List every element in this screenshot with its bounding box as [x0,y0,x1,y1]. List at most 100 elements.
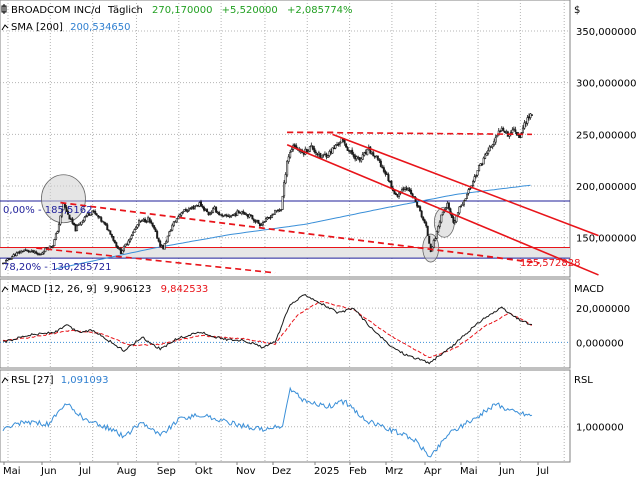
candle-body [452,217,455,223]
candle-body [425,222,428,227]
candle-body [360,158,363,162]
candle-body [190,206,193,209]
candle-body [499,130,502,133]
candle-body [201,205,204,208]
candle-body [224,214,227,216]
candle-body [198,202,201,207]
candle-body [180,212,183,216]
candle-body [473,176,476,182]
candle-body [286,160,289,176]
candle-body [491,144,494,148]
candle-body [529,113,532,118]
candle-body [44,247,47,252]
candle-body [107,229,110,232]
candle-body [450,214,453,218]
candle-body [32,250,35,253]
price-overlays [0,174,570,270]
candle-body [168,231,171,236]
x-tick-label: Jul [536,466,549,477]
candle-body [166,235,169,243]
rsl-tick-label: 1,000000 [576,423,624,434]
candle-body [77,224,80,226]
x-tick-label: Aug [117,466,137,477]
candle-body [475,175,478,177]
x-tick-label: Sep [157,466,176,477]
candle-body [407,188,410,191]
candle-body [159,240,162,247]
candle-body [233,213,236,216]
highlight-circle [41,174,86,224]
candle-body [221,214,224,217]
candle-body [307,150,310,153]
candle-body [405,187,408,191]
candle-body [71,218,74,224]
candle-body [505,132,508,134]
candle-legend-icon [1,4,7,14]
candle-body [275,210,278,212]
candle-body [33,251,36,254]
candle-body [59,215,62,225]
candle-body [186,210,189,213]
candle-body [364,151,367,155]
candle-body [203,207,206,211]
candle-body [213,206,216,210]
candle-body [479,163,482,167]
sma-value: 200,534650 [70,22,130,33]
candle-body [248,214,251,218]
candle-body [79,223,82,226]
candle-body [323,153,326,156]
candle-body [39,253,42,256]
candle-body [322,154,325,156]
candle-body [92,210,95,212]
candle-body [234,213,237,216]
candle-body [429,243,432,252]
candle-body [382,167,385,172]
candle-body [177,216,180,220]
candle-body [308,146,311,152]
macd-lines [2,294,533,365]
candle-body [187,208,190,211]
candle-body [408,188,411,192]
candle-body [206,209,209,213]
candle-body [396,193,399,197]
trend-line-solid [286,143,599,276]
candle-body [329,151,332,154]
candle-body [50,246,53,248]
candle-body [527,116,530,119]
candle-body [251,215,254,220]
candle-body [73,222,76,226]
candle-body [23,249,26,252]
candle-body [287,156,290,162]
candle-body [11,256,14,260]
candle-body [410,189,413,195]
x-tick-label: Mai [3,466,21,477]
candle-body [290,149,293,152]
candle-body [316,153,319,156]
candle-body [145,221,148,223]
candle-body [66,211,69,215]
rsl-label: RSL [27] [11,375,54,386]
candle-body [257,219,260,224]
candle-body [18,251,21,254]
candle-body [151,222,154,227]
candle-body [38,253,41,256]
candle-body [453,220,456,223]
candle-body [437,226,440,233]
candle-body [326,155,329,158]
candle-body [54,233,57,240]
candle-body [169,229,172,232]
rsl-axis: 1,000000 [576,423,624,434]
candle-body [171,224,174,231]
candle-body [381,166,384,169]
candle-body [113,240,116,244]
candle-body [193,206,196,209]
svg-text:MACD [12, 26, 9] 9,90612: MACD [12, 26, 9] 9,906123 9,842533 [11,284,208,295]
candle-body [523,122,526,129]
candle-body [310,145,313,148]
candle-body [336,144,339,147]
candle-body [65,206,68,212]
candle-body [370,151,373,154]
svg-text:SMA [200] 200,534650: SMA [200] 200,534650 [11,22,131,33]
candle-body [83,217,86,222]
